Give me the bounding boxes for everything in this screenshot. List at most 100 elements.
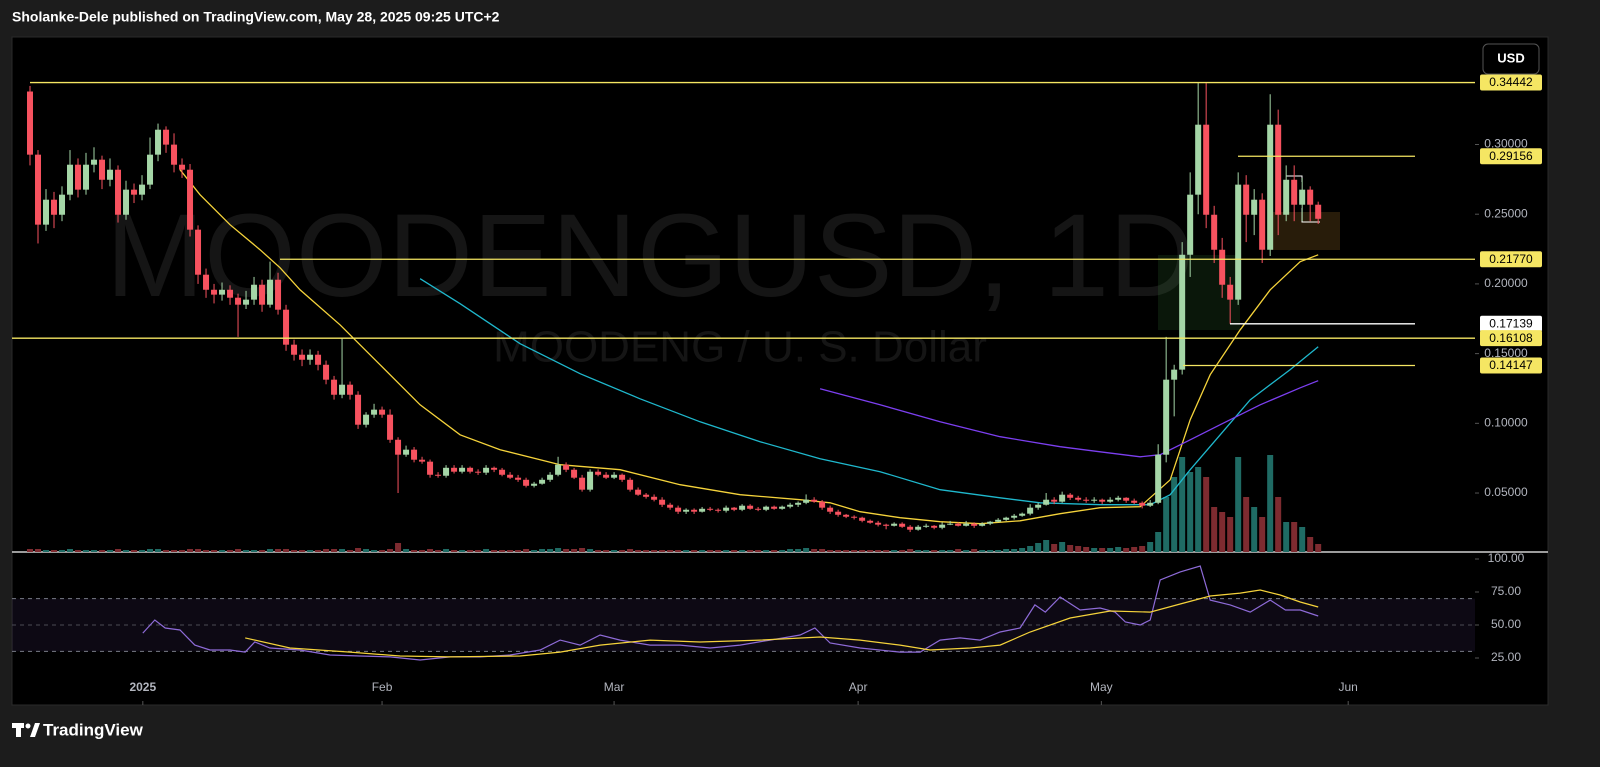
candle-body [515, 477, 522, 480]
candle-body [235, 297, 242, 305]
rsi-line [142, 565, 1319, 661]
rsi-ma-line [245, 589, 1319, 658]
candle-body [347, 384, 354, 395]
volume-bar [1011, 549, 1018, 552]
volume-bar [1155, 532, 1162, 552]
candle-body [819, 501, 826, 508]
volume-bar [515, 550, 522, 552]
volume-bar [1067, 545, 1074, 552]
volume-bar [1059, 542, 1066, 552]
volume-bar [307, 550, 314, 552]
level-label: 0.21770 [1489, 252, 1533, 266]
volume-bar [819, 549, 826, 552]
level-label: 0.29156 [1489, 149, 1533, 163]
volume-bar [1027, 546, 1034, 552]
volume-bar [899, 550, 906, 552]
candle-body [771, 506, 778, 509]
candle-body [179, 164, 186, 170]
candle-body [323, 364, 330, 380]
brand-name: TradingView [43, 720, 144, 739]
volume-bar [803, 548, 810, 552]
candle-body [315, 354, 322, 365]
candle-body [1179, 254, 1186, 370]
currency-button[interactable] [1482, 43, 1540, 75]
candle-body [163, 129, 170, 145]
candle-body [851, 516, 858, 518]
candle-body [355, 394, 362, 425]
currency-label[interactable]: USD [1497, 50, 1524, 65]
volume-bar [987, 550, 994, 552]
volume-bar [1035, 543, 1042, 552]
volume-bar [643, 550, 650, 552]
zone-shade [1158, 255, 1240, 330]
volume-bar [147, 549, 154, 552]
candle-body [1107, 499, 1114, 502]
volume-bar [595, 550, 602, 552]
volume-bar [931, 550, 938, 552]
volume-bar [619, 550, 626, 552]
volume-bar [1315, 544, 1322, 552]
volume-bar [587, 549, 594, 552]
zone-shade [1270, 212, 1340, 250]
candle-body [1171, 369, 1178, 380]
moving-average [819, 380, 1319, 458]
volume-bar [667, 550, 674, 552]
volume-bar [155, 549, 162, 552]
plot: 0.05000 0.10000 0.15000 0.20000 0.25000 0.300… [12, 74, 1542, 705]
volume-bar [419, 550, 426, 552]
volume-bar [1307, 537, 1314, 552]
volume-bar [755, 550, 762, 552]
volume-bar [627, 549, 634, 552]
volume-bar [715, 550, 722, 552]
candle-body [731, 507, 738, 510]
volume-bar [1291, 522, 1298, 552]
volume-bar [1235, 457, 1242, 552]
volume-bar [99, 550, 106, 552]
volume-bar [723, 550, 730, 552]
candle-body [923, 525, 930, 527]
candle-body [115, 169, 122, 215]
volume-bar [843, 550, 850, 552]
candle-body [107, 169, 114, 180]
volume-bar [363, 549, 370, 552]
candle-body [491, 467, 498, 470]
volume-bar [651, 550, 658, 552]
candle-body [1059, 494, 1066, 502]
footer [0, 712, 1600, 767]
volume-bar [59, 550, 66, 552]
volume-bar [1203, 477, 1210, 552]
volume-bar [403, 549, 410, 552]
volume-bar [1267, 455, 1274, 552]
volume-bar [491, 550, 498, 552]
candle-body [979, 523, 986, 526]
volume-bar [1179, 457, 1186, 552]
candle-body [1235, 184, 1242, 300]
candle-body [779, 506, 786, 509]
candle-body [1163, 379, 1170, 455]
candle-body [675, 507, 682, 512]
volume-bar [971, 549, 978, 552]
x-tick-label: 2025 [129, 680, 156, 694]
volume-bar [107, 550, 114, 552]
candle-body [1267, 124, 1274, 250]
volume-bar [563, 549, 570, 552]
candle-body [899, 523, 906, 527]
candle-body [499, 469, 506, 475]
volume-bar [443, 549, 450, 552]
candle-body [131, 189, 138, 195]
candle-body [659, 499, 666, 505]
volume-bar [859, 550, 866, 552]
volume-bar [955, 549, 962, 552]
volume-bar [1131, 547, 1138, 552]
volume-bar [995, 550, 1002, 552]
volume-bar [979, 550, 986, 552]
candle-body [963, 523, 970, 526]
candle-body [1299, 189, 1306, 205]
candle-body [699, 508, 706, 512]
candle-body [811, 499, 818, 502]
candle-body [883, 524, 890, 526]
volume-bar [1115, 547, 1122, 552]
candle-body [523, 479, 530, 486]
logo-part [16, 723, 21, 737]
